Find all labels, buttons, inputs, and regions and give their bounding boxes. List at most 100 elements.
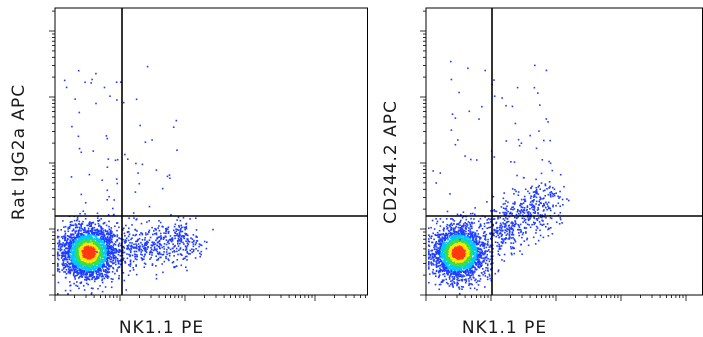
event-dot: [74, 262, 77, 264]
event-dot: [111, 231, 113, 233]
event-dot: [62, 237, 64, 240]
event-dot: [169, 177, 171, 179]
event-dot: [63, 264, 65, 267]
event-dot: [165, 227, 168, 230]
event-dot: [106, 235, 109, 238]
event-dot: [473, 218, 475, 220]
event-dot: [116, 257, 119, 260]
event-dot: [184, 232, 186, 235]
event-dot: [442, 221, 444, 223]
event-dot: [159, 243, 162, 246]
event-dot: [77, 244, 80, 247]
event-dot: [96, 258, 99, 261]
event-dot: [112, 248, 114, 250]
event-dot: [97, 273, 99, 276]
event-dot: [180, 240, 183, 242]
event-dot: [82, 228, 84, 231]
event-dot: [453, 276, 455, 278]
event-dot: [123, 232, 126, 235]
event-dot: [91, 227, 94, 230]
event-dot: [452, 234, 455, 237]
event-dot: [93, 241, 96, 243]
event-dot: [191, 251, 193, 253]
event-dot: [497, 269, 500, 271]
event-dot: [471, 250, 473, 252]
event-dot: [113, 249, 116, 252]
event-dot: [144, 248, 147, 251]
event-dot: [480, 252, 483, 254]
event-dot: [135, 273, 138, 276]
event-dot: [102, 232, 105, 234]
event-dot: [471, 227, 473, 229]
event-dot: [97, 287, 99, 290]
event-dot: [126, 231, 129, 233]
event-dot: [183, 243, 185, 245]
event-dot: [452, 218, 454, 221]
event-dot: [131, 237, 133, 239]
event-dot: [94, 277, 97, 280]
event-dot: [450, 237, 452, 240]
event-dot: [162, 253, 165, 256]
event-dot: [112, 247, 114, 249]
event-dot: [101, 265, 103, 267]
event-dot: [70, 241, 72, 244]
event-dot: [177, 235, 180, 237]
event-dot: [83, 251, 85, 254]
event-dot: [442, 280, 444, 283]
event-dot: [78, 235, 81, 238]
event-dot: [153, 248, 156, 251]
event-dot: [169, 239, 172, 242]
event-dot: [104, 246, 107, 249]
event-dot: [480, 248, 482, 250]
event-dot: [455, 235, 457, 238]
event-dot: [448, 230, 451, 233]
event-dot: [80, 258, 82, 260]
event-dot: [109, 237, 112, 239]
event-dot: [469, 267, 471, 270]
event-dot: [76, 236, 78, 239]
event-dot: [447, 266, 450, 268]
event-dot: [155, 228, 157, 231]
event-dot: [176, 233, 179, 235]
event-dot: [458, 233, 461, 236]
event-dot: [434, 283, 437, 286]
event-dot: [178, 236, 181, 238]
event-dot: [110, 256, 113, 259]
event-dot: [173, 235, 176, 237]
event-dot: [82, 260, 84, 263]
event-dot: [452, 278, 454, 280]
event-dot: [95, 238, 97, 241]
event-dot: [85, 242, 87, 244]
event-dot: [179, 247, 182, 249]
event-dot: [451, 284, 454, 287]
event-dot: [476, 258, 479, 260]
event-dot: [112, 214, 115, 216]
event-dot: [438, 269, 440, 272]
event-dot: [90, 230, 92, 232]
event-dot: [128, 227, 130, 230]
event-dot: [161, 225, 163, 228]
event-dot: [175, 265, 178, 267]
event-dot: [465, 241, 467, 243]
event-dot: [98, 224, 101, 227]
event-dot: [110, 248, 113, 250]
event-dot: [158, 253, 160, 256]
event-dot: [63, 257, 65, 260]
event-dot: [174, 237, 176, 240]
event-dot: [75, 263, 78, 266]
event-dot: [452, 251, 454, 253]
event-dot: [176, 239, 179, 242]
event-dot: [85, 270, 88, 272]
event-dot: [458, 268, 461, 271]
event-dot: [133, 243, 135, 246]
event-dot: [123, 227, 125, 230]
event-dot: [111, 262, 114, 264]
event-dot: [428, 258, 430, 260]
event-dot: [140, 253, 142, 256]
event-dot: [446, 266, 449, 268]
event-dot: [72, 234, 75, 236]
event-dot: [174, 232, 177, 234]
event-dot: [89, 243, 92, 246]
event-dot: [88, 236, 90, 238]
event-dot: [73, 261, 75, 264]
